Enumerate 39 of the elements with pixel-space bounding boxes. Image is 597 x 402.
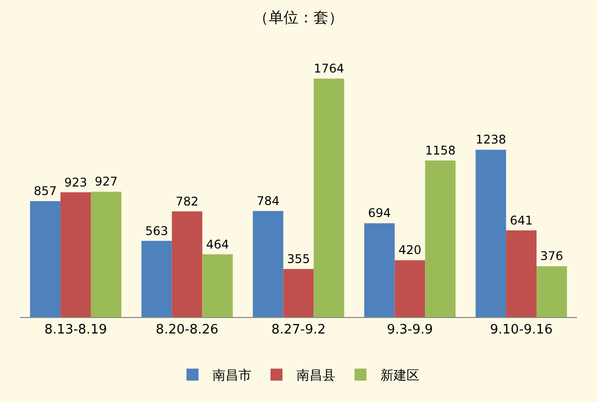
data-label: 355	[287, 252, 310, 266]
bar	[506, 230, 537, 317]
bar	[202, 254, 233, 317]
data-label: 782	[176, 194, 199, 208]
data-label: 784	[256, 194, 280, 208]
data-label: 694	[368, 206, 391, 220]
bar	[536, 266, 567, 317]
data-label: 376	[540, 249, 564, 264]
legend-label: 新建区	[380, 368, 420, 384]
data-label: 927	[94, 174, 118, 189]
bar	[394, 260, 426, 317]
data-label: 464	[206, 237, 229, 252]
data-label: 1764	[314, 62, 344, 76]
data-label: 857	[34, 184, 57, 198]
legend-label: 南昌市	[212, 368, 252, 384]
data-label: 1238	[476, 132, 506, 147]
data-label: 923	[64, 175, 88, 190]
data-label: 563	[145, 224, 168, 238]
bar	[252, 211, 284, 317]
data-label: 1158	[425, 144, 456, 158]
bar	[314, 78, 344, 317]
x-tick-label: 8.13-8.19	[44, 322, 107, 338]
bar	[425, 160, 456, 317]
x-tick-label: 8.27-9.2	[271, 322, 326, 338]
legend-label: 南昌县	[296, 368, 336, 384]
data-label: 420	[398, 243, 422, 258]
bar	[283, 269, 314, 317]
bar	[364, 223, 395, 317]
x-tick-label: 9.3-9.9	[386, 322, 433, 338]
bar	[30, 201, 60, 317]
x-tick-label: 8.20-8.26	[156, 322, 218, 338]
bar	[476, 150, 506, 317]
x-tick-label: 9.10-9.16	[490, 322, 553, 338]
bar	[60, 192, 91, 317]
data-label: 641	[510, 213, 533, 228]
bar	[172, 211, 202, 317]
bar	[141, 240, 172, 317]
chart-title: （单位：套）	[254, 8, 344, 27]
bar	[90, 192, 122, 317]
